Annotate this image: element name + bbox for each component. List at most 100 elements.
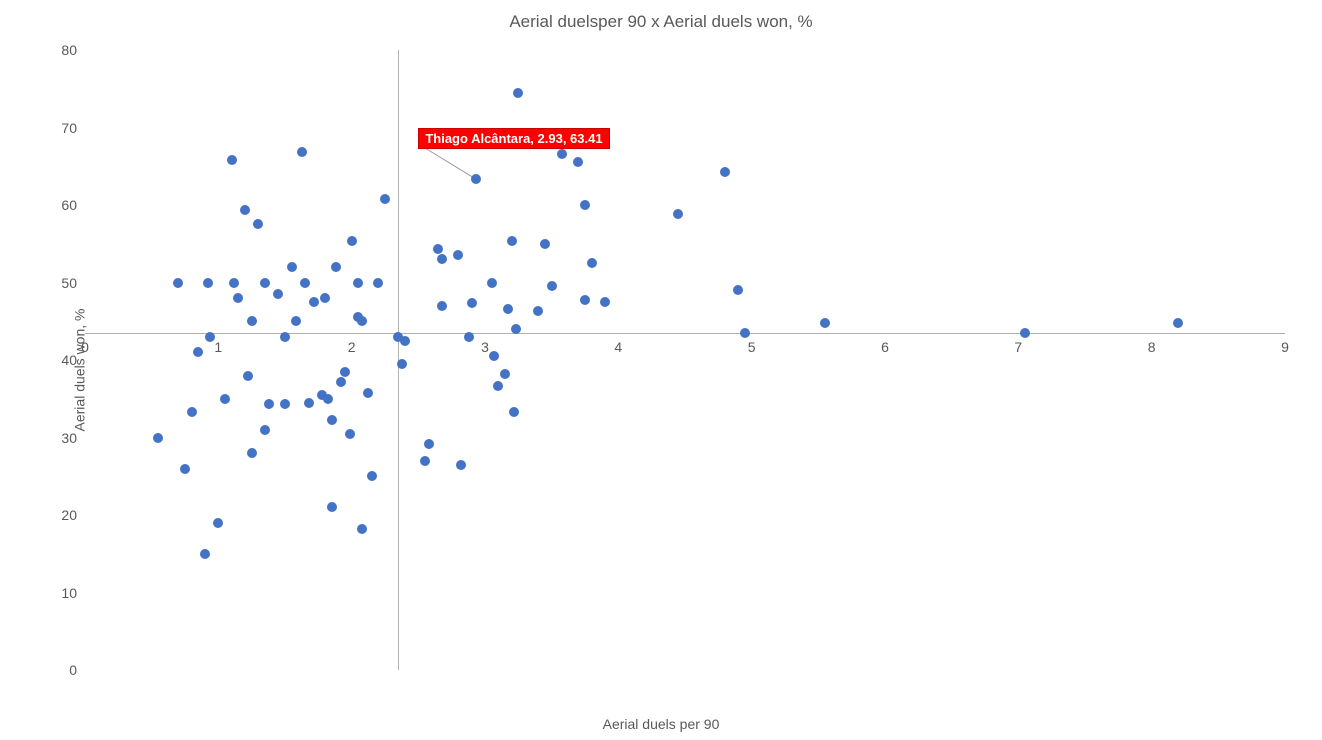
data-point [820, 318, 830, 328]
y-tick: 40 [61, 352, 77, 368]
y-tick: 60 [61, 197, 77, 213]
data-point [233, 293, 243, 303]
data-point [600, 297, 610, 307]
data-point [1173, 318, 1183, 328]
data-point [424, 439, 434, 449]
data-point [487, 278, 497, 288]
data-point [733, 285, 743, 295]
data-point [720, 167, 730, 177]
data-point [493, 381, 503, 391]
data-point [397, 359, 407, 369]
data-point [193, 347, 203, 357]
data-point [367, 471, 377, 481]
y-tick: 80 [61, 42, 77, 58]
data-point [187, 407, 197, 417]
data-point [280, 399, 290, 409]
x-tick: 3 [481, 339, 489, 355]
data-point [291, 316, 301, 326]
data-point [213, 518, 223, 528]
x-axis-label: Aerial duels per 90 [603, 716, 720, 732]
data-point [260, 425, 270, 435]
data-point [673, 209, 683, 219]
data-point [500, 369, 510, 379]
data-point [287, 262, 297, 272]
x-tick: 2 [348, 339, 356, 355]
y-tick: 70 [61, 120, 77, 136]
data-point [573, 157, 583, 167]
data-point [357, 316, 367, 326]
data-point [437, 301, 447, 311]
callout-label: Thiago Alcântara, 2.93, 63.41 [418, 128, 609, 149]
data-point [229, 278, 239, 288]
data-point [456, 460, 466, 470]
data-point [240, 205, 250, 215]
x-tick: 9 [1281, 339, 1289, 355]
data-point [400, 336, 410, 346]
data-point [273, 289, 283, 299]
data-point [205, 332, 215, 342]
x-tick: 5 [748, 339, 756, 355]
y-tick: 30 [61, 430, 77, 446]
data-point [467, 298, 477, 308]
data-point [243, 371, 253, 381]
data-point [331, 262, 341, 272]
data-point [304, 398, 314, 408]
data-point [153, 433, 163, 443]
y-tick: 20 [61, 507, 77, 523]
x-tick: 7 [1014, 339, 1022, 355]
data-point [220, 394, 230, 404]
y-tick: 10 [61, 585, 77, 601]
data-point [357, 524, 367, 534]
horizontal-axis-line [85, 333, 1285, 334]
data-point [363, 388, 373, 398]
data-point [437, 254, 447, 264]
data-point [503, 304, 513, 314]
data-point [297, 147, 307, 157]
data-point [453, 250, 463, 260]
data-point [345, 429, 355, 439]
data-point [540, 239, 550, 249]
data-point [489, 351, 499, 361]
data-point [227, 155, 237, 165]
data-point [557, 149, 567, 159]
data-point [587, 258, 597, 268]
x-tick: 0 [81, 339, 89, 355]
data-point [327, 502, 337, 512]
data-point [336, 377, 346, 387]
data-point [380, 194, 390, 204]
data-point [200, 549, 210, 559]
data-point [180, 464, 190, 474]
data-point [247, 316, 257, 326]
data-point [260, 278, 270, 288]
data-point [507, 236, 517, 246]
chart-container: Aerial duelsper 90 x Aerial duels won, %… [0, 0, 1322, 740]
data-point [511, 324, 521, 334]
data-point [433, 244, 443, 254]
data-point [420, 456, 430, 466]
data-point [300, 278, 310, 288]
data-point [264, 399, 274, 409]
x-tick: 4 [614, 339, 622, 355]
data-point [547, 281, 557, 291]
data-point [1020, 328, 1030, 338]
data-point [327, 415, 337, 425]
data-point [173, 278, 183, 288]
x-tick: 8 [1148, 339, 1156, 355]
chart-title: Aerial duelsper 90 x Aerial duels won, % [509, 12, 812, 32]
data-point [513, 88, 523, 98]
data-point [323, 394, 333, 404]
data-point [253, 219, 263, 229]
y-tick: 50 [61, 275, 77, 291]
data-point [509, 407, 519, 417]
data-point [471, 174, 481, 184]
x-tick: 1 [214, 339, 222, 355]
data-point [373, 278, 383, 288]
data-point [740, 328, 750, 338]
data-point [580, 200, 590, 210]
data-point [320, 293, 330, 303]
plot-area: 010203040506070800123456789Thiago Alcânt… [85, 50, 1285, 670]
data-point [309, 297, 319, 307]
x-tick: 6 [881, 339, 889, 355]
data-point [247, 448, 257, 458]
data-point [347, 236, 357, 246]
